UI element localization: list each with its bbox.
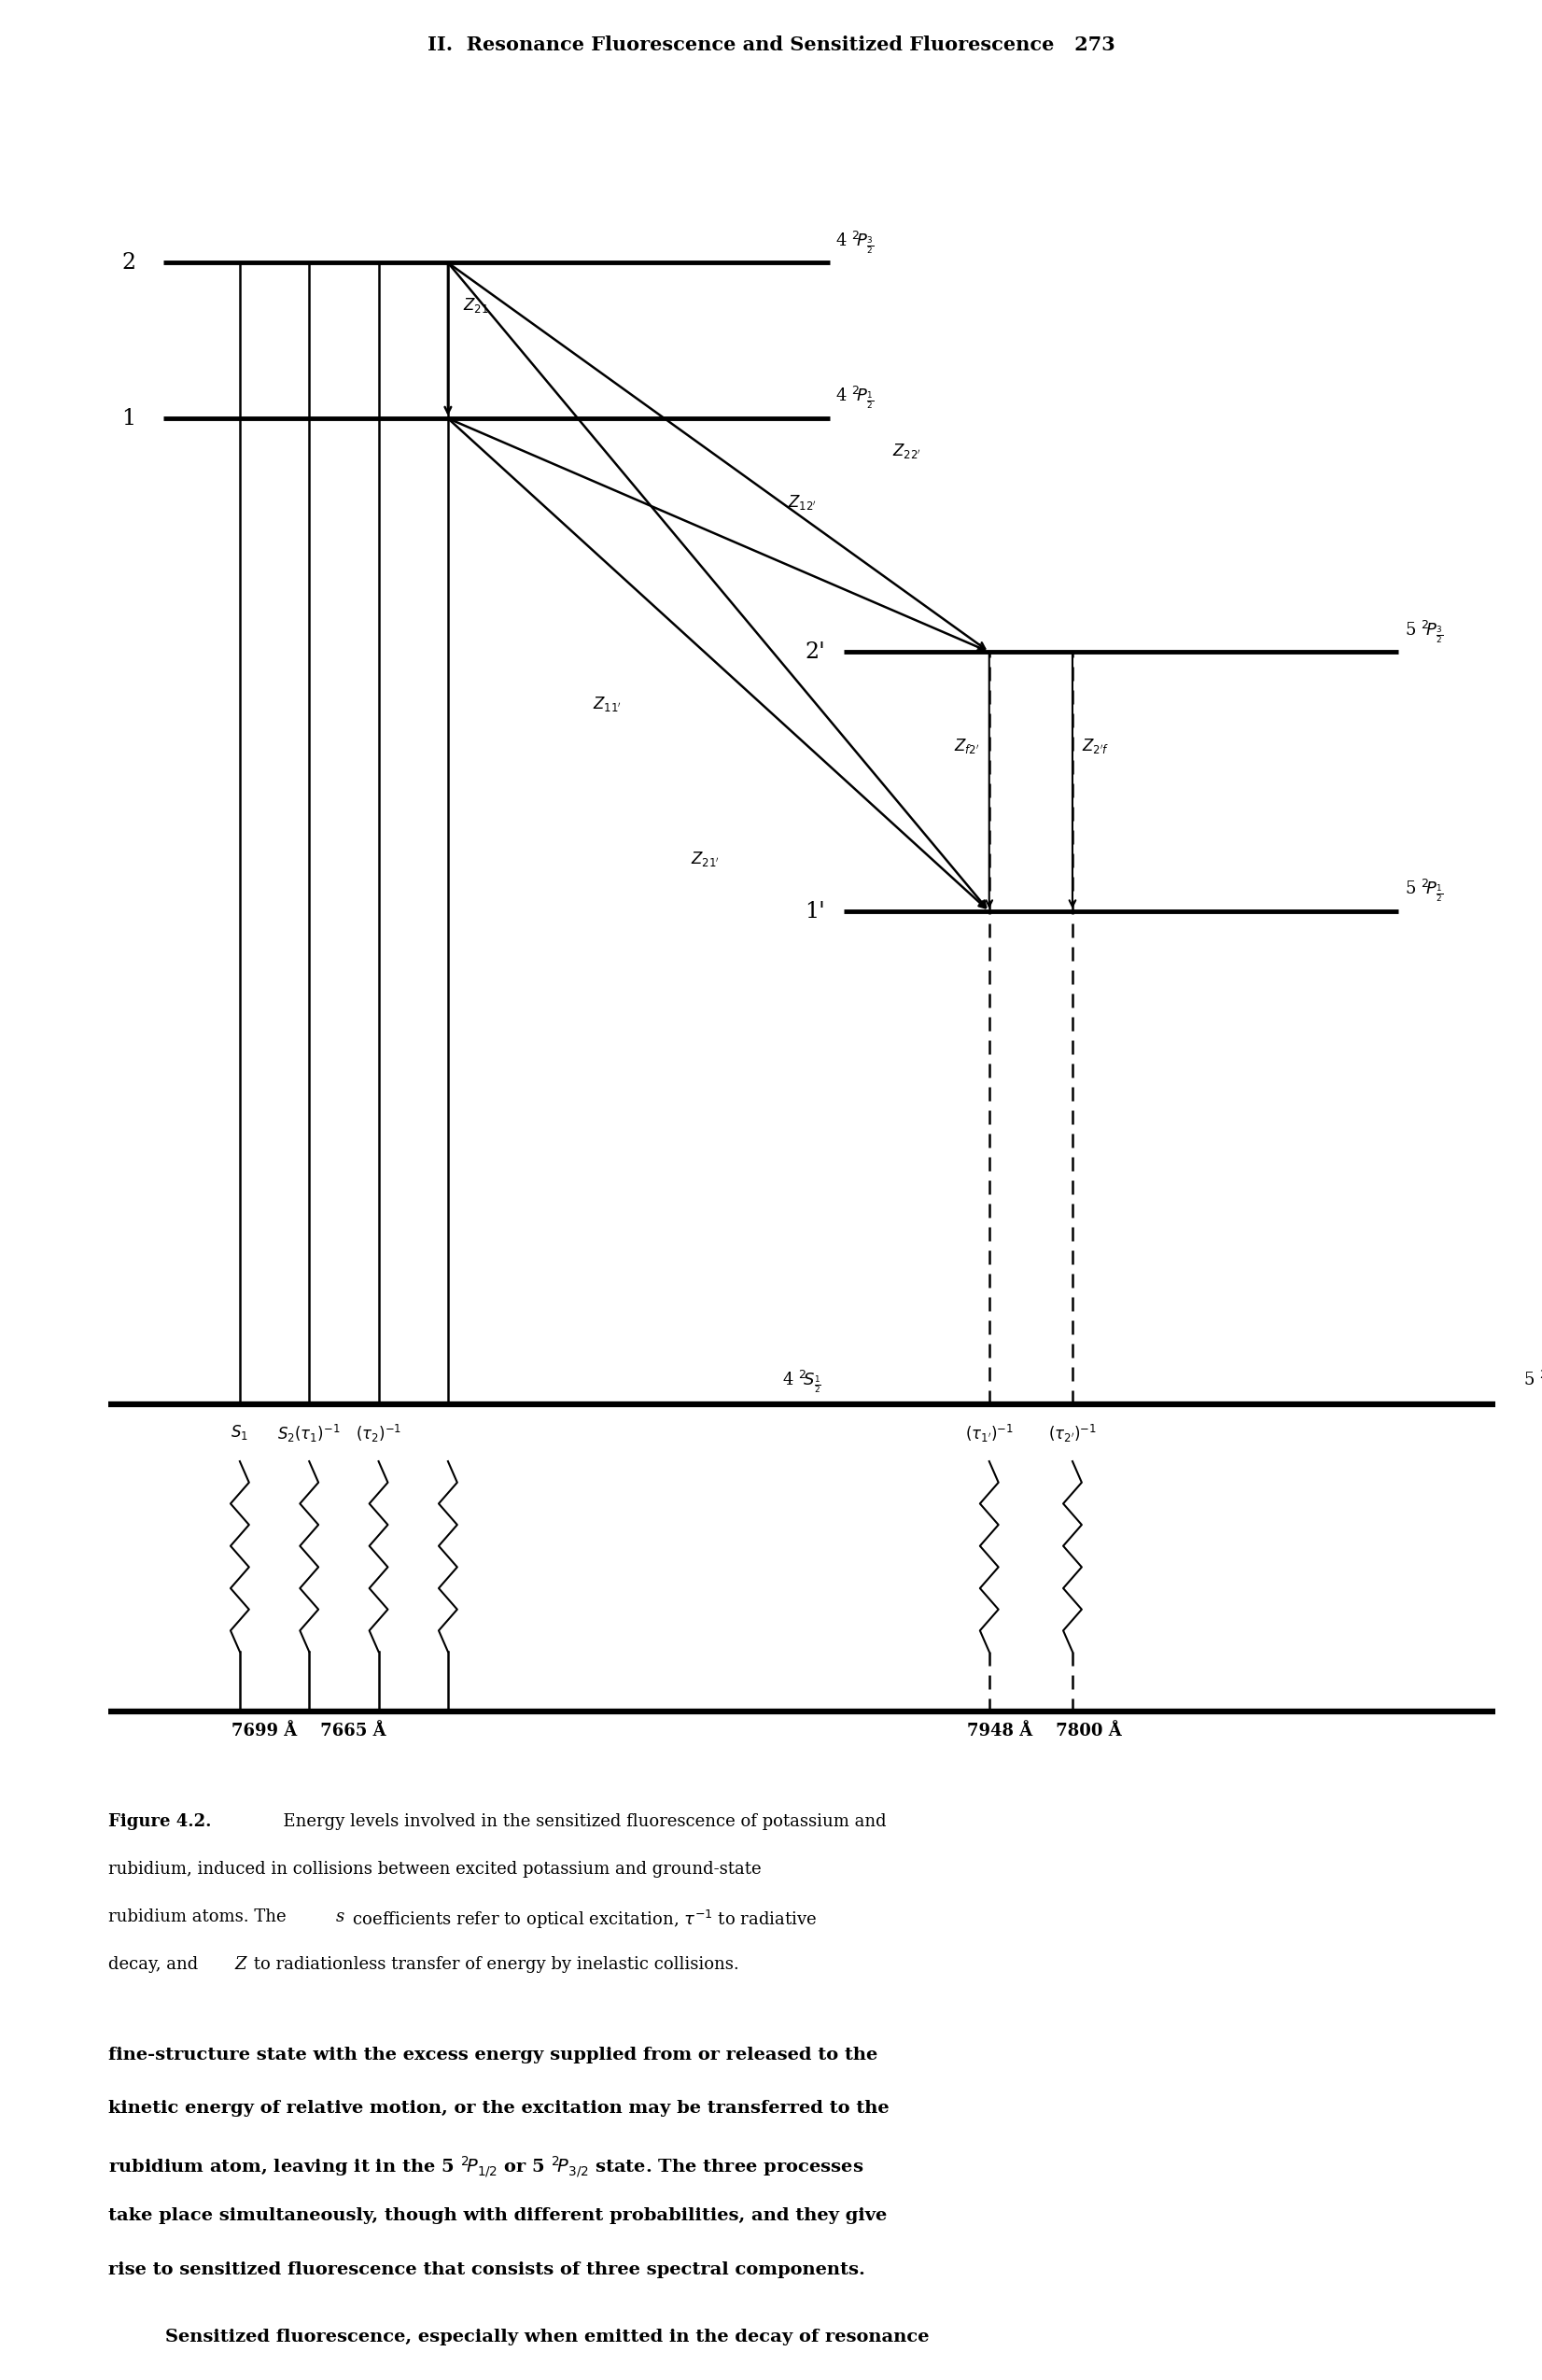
Text: 7699 Å    7665 Å: 7699 Å 7665 Å bbox=[231, 1723, 387, 1740]
Text: rubidium atom, leaving it in the 5 $^2\!P_{1/2}$ or 5 $^2\!P_{3/2}$ state. The t: rubidium atom, leaving it in the 5 $^2\!… bbox=[108, 2154, 864, 2180]
Text: Z: Z bbox=[234, 1956, 247, 1973]
Text: rubidium atoms. The: rubidium atoms. The bbox=[108, 1909, 291, 1925]
Text: s: s bbox=[336, 1909, 345, 1925]
Text: $Z_{21}$: $Z_{21}$ bbox=[463, 295, 489, 314]
Text: 4 $^2\!P_{\frac{1}{2}}$: 4 $^2\!P_{\frac{1}{2}}$ bbox=[836, 386, 874, 412]
Text: $(\tau_2)^{-1}$: $(\tau_2)^{-1}$ bbox=[356, 1423, 401, 1445]
Text: $Z_{2'f}$: $Z_{2'f}$ bbox=[1082, 735, 1109, 754]
Text: 2': 2' bbox=[805, 640, 825, 662]
Text: 2: 2 bbox=[122, 252, 136, 274]
Text: Figure 4.2.: Figure 4.2. bbox=[108, 1814, 211, 1830]
Text: rubidium, induced in collisions between excited potassium and ground-state: rubidium, induced in collisions between … bbox=[108, 1861, 762, 1878]
Text: kinetic energy of relative motion, or the excitation may be transferred to the: kinetic energy of relative motion, or th… bbox=[108, 2102, 888, 2118]
Text: 1': 1' bbox=[805, 900, 825, 921]
Text: $Z_{11'}$: $Z_{11'}$ bbox=[594, 695, 621, 714]
Text: $Z_{21'}$: $Z_{21'}$ bbox=[691, 850, 719, 869]
Text: take place simultaneously, though with different probabilities, and they give: take place simultaneously, though with d… bbox=[108, 2209, 887, 2225]
Text: decay, and: decay, and bbox=[108, 1956, 204, 1973]
Text: to radiationless transfer of energy by inelastic collisions.: to radiationless transfer of energy by i… bbox=[248, 1956, 739, 1973]
Text: Sensitized fluorescence, especially when emitted in the decay of resonance: Sensitized fluorescence, especially when… bbox=[165, 2328, 928, 2347]
Text: $Z_{12'}$: $Z_{12'}$ bbox=[788, 493, 816, 512]
Text: 5 $^2\!P_{\frac{3}{2}}$: 5 $^2\!P_{\frac{3}{2}}$ bbox=[1405, 619, 1443, 645]
Text: 1: 1 bbox=[122, 407, 136, 428]
Text: coefficients refer to optical excitation, $\tau^{-1}$ to radiative: coefficients refer to optical excitation… bbox=[347, 1909, 816, 1930]
Text: II.  Resonance Fluorescence and Sensitized Fluorescence   273: II. Resonance Fluorescence and Sensitize… bbox=[427, 36, 1115, 55]
Text: $S_2(\tau_1)^{-1}$: $S_2(\tau_1)^{-1}$ bbox=[278, 1423, 341, 1445]
Text: $S_1$: $S_1$ bbox=[231, 1423, 248, 1442]
Text: 4 $^2\!P_{\frac{3}{2}}$: 4 $^2\!P_{\frac{3}{2}}$ bbox=[836, 228, 874, 255]
Text: 5 $^2\!P_{\frac{1}{2}}$: 5 $^2\!P_{\frac{1}{2}}$ bbox=[1405, 878, 1443, 904]
Text: $Z_{22'}$: $Z_{22'}$ bbox=[891, 443, 921, 459]
Text: rise to sensitized fluorescence that consists of three spectral components.: rise to sensitized fluorescence that con… bbox=[108, 2261, 865, 2278]
Text: 5 $^2\!S_{\frac{1}{2}}$: 5 $^2\!S_{\frac{1}{2}}$ bbox=[1523, 1368, 1542, 1395]
Text: 7948 Å    7800 Å: 7948 Å 7800 Å bbox=[967, 1723, 1123, 1740]
Text: 4 $^2\!S_{\frac{1}{2}}$: 4 $^2\!S_{\frac{1}{2}}$ bbox=[782, 1368, 822, 1395]
Text: $(\tau_{2'})^{-1}$: $(\tau_{2'})^{-1}$ bbox=[1049, 1423, 1096, 1445]
Text: $(\tau_{1'})^{-1}$: $(\tau_{1'})^{-1}$ bbox=[965, 1423, 1013, 1445]
Text: $Z_{f2'}$: $Z_{f2'}$ bbox=[954, 735, 981, 754]
Text: Energy levels involved in the sensitized fluorescence of potassium and: Energy levels involved in the sensitized… bbox=[273, 1814, 887, 1830]
Text: fine-structure state with the excess energy supplied from or released to the: fine-structure state with the excess ene… bbox=[108, 2047, 877, 2063]
